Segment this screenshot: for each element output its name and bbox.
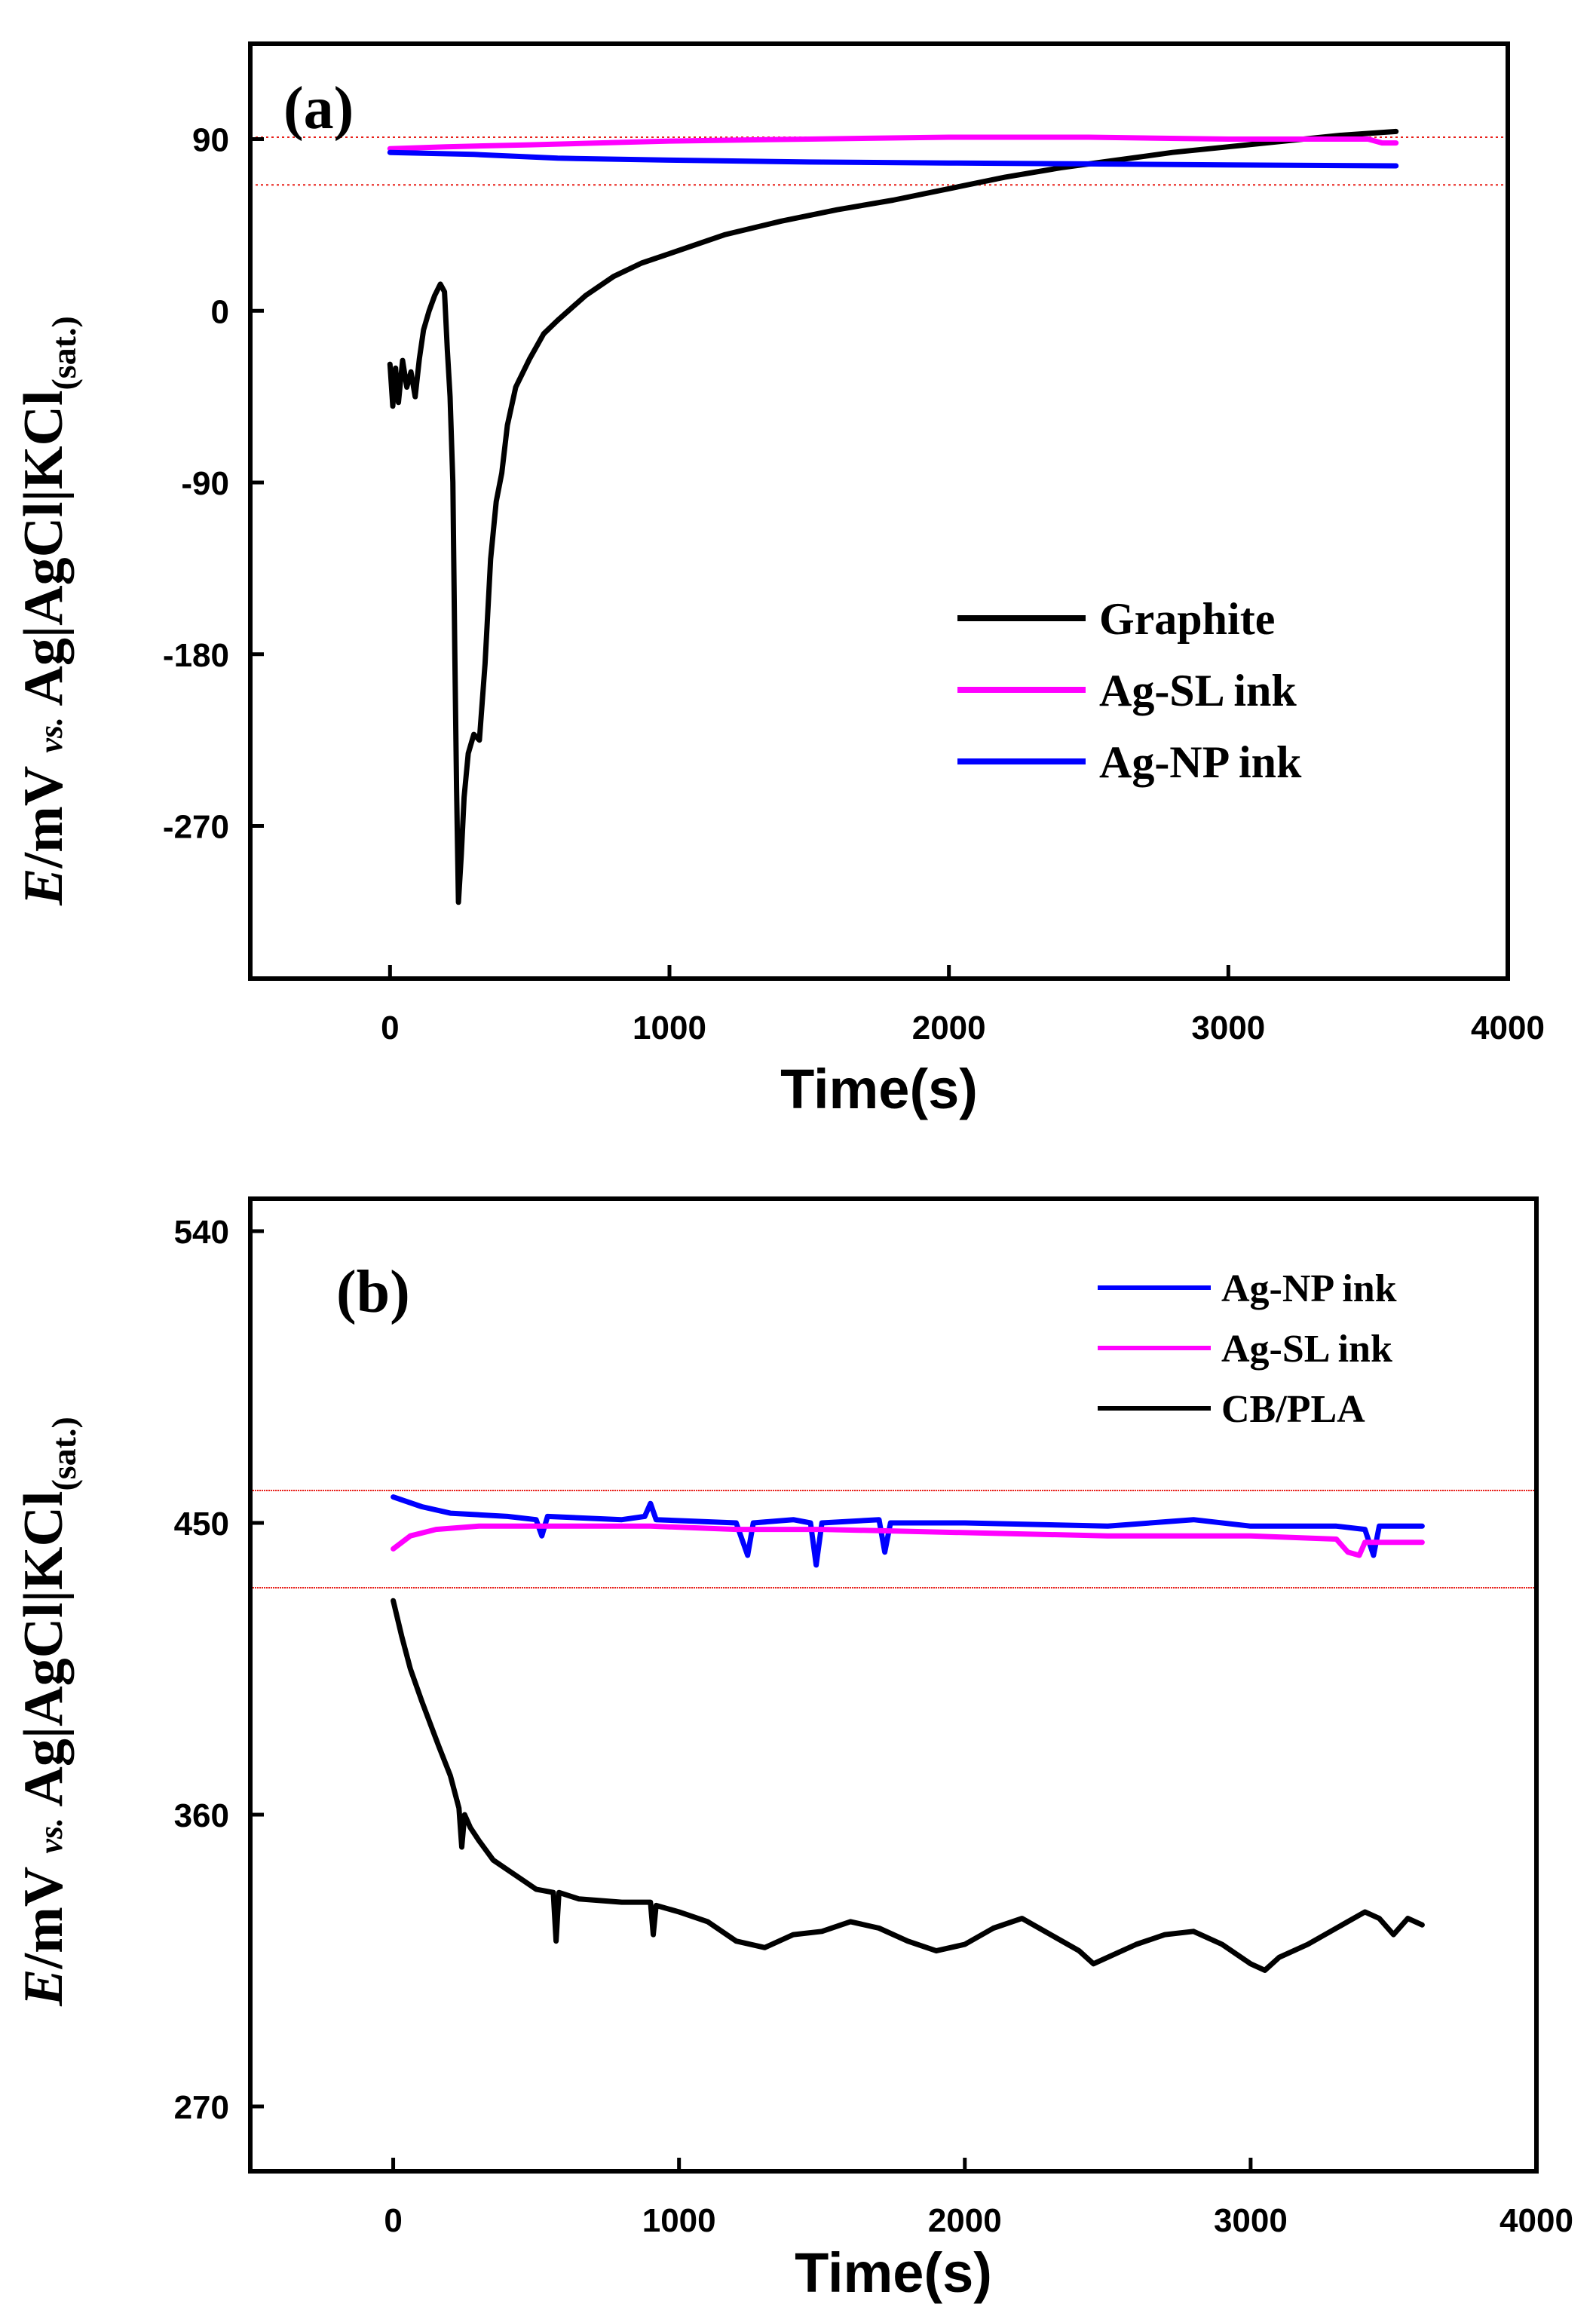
- panel-label: (b): [336, 1259, 410, 1325]
- x-tick-label: 1000: [633, 1009, 706, 1046]
- x-tick-label: 3000: [1214, 2202, 1288, 2239]
- y-tick-label: 450: [174, 1506, 229, 1543]
- series-line-cb-pla: [391, 1598, 1425, 1973]
- series-line-graphite: [387, 128, 1399, 905]
- y-label-sub: (sat.): [44, 316, 83, 390]
- x-tick-label: 1000: [642, 2202, 716, 2239]
- y-label-vs: vs.: [32, 717, 69, 753]
- legend: Ag-NP ink Ag-SL ink CB/PLA: [1098, 1267, 1397, 1431]
- y-label-ref: Ag|AgCl|KCl: [13, 391, 75, 717]
- y-tick-label: -90: [181, 465, 229, 502]
- legend-label: CB/PLA: [1221, 1388, 1365, 1431]
- y-tick-label: 0: [211, 293, 229, 330]
- y-axis-label: E/mV vs. Ag|AgCl|KCl(sat.): [13, 1417, 83, 2007]
- y-tick-label: -270: [163, 809, 229, 846]
- legend-label: Ag-NP ink: [1099, 737, 1302, 787]
- chart-a: 0 1000 2000 3000 4000 90 0 -90 -180 -270 Time(s) E/…: [13, 41, 1545, 1120]
- x-tick-label: 3000: [1191, 1009, 1265, 1046]
- plot-frame: [248, 1196, 1539, 2174]
- y-label-e: E: [13, 868, 75, 905]
- y-label-sub: (sat.): [44, 1417, 83, 1490]
- series-line-ag-np-ink: [387, 149, 1399, 169]
- x-tick-label: 2000: [912, 1009, 986, 1046]
- y-label-e: E: [13, 1968, 75, 2006]
- y-label-vs: vs.: [32, 1818, 69, 1854]
- y-tick-label: 360: [174, 1797, 229, 1834]
- legend-label: Ag-SL ink: [1221, 1328, 1392, 1371]
- y-label-ref: Ag|AgCl|KCl: [13, 1491, 75, 1818]
- series-line-ag-sl-ink: [387, 134, 1399, 152]
- x-tick-label: 2000: [928, 2202, 1002, 2239]
- chart-b: 0 1000 2000 3000 4000 540 450 360 270 Time(s) E/mV…: [13, 1196, 1573, 2304]
- legend: Graphite Ag-SL ink Ag-NP ink: [957, 594, 1302, 787]
- x-tick-label: 4000: [1471, 1009, 1545, 1046]
- y-label-unit: /mV: [13, 1854, 75, 1970]
- x-tick-label: 0: [384, 2202, 402, 2239]
- y-tick-label: 270: [174, 2089, 229, 2126]
- y-label-unit: /mV: [13, 753, 75, 869]
- x-tick-label: 4000: [1500, 2202, 1573, 2239]
- legend-label: Ag-SL ink: [1099, 666, 1297, 715]
- series-line-ag-np-ink: [391, 1494, 1425, 1568]
- y-tick-label: -180: [163, 637, 229, 674]
- plot-frame: [248, 41, 1510, 981]
- x-axis-label: Time(s): [795, 2241, 992, 2304]
- y-tick-label: 90: [192, 122, 229, 159]
- x-tick-label: 0: [381, 1009, 399, 1046]
- panel-label: (a): [283, 75, 354, 142]
- legend-label: Ag-NP ink: [1221, 1267, 1397, 1310]
- y-axis-label: E/mV vs. Ag|AgCl|KCl(sat.): [13, 316, 83, 906]
- y-tick-label: 540: [174, 1214, 229, 1251]
- series-line-ag-sl-ink: [391, 1523, 1425, 1558]
- x-axis-label: Time(s): [780, 1058, 978, 1120]
- legend-label: Graphite: [1099, 594, 1275, 644]
